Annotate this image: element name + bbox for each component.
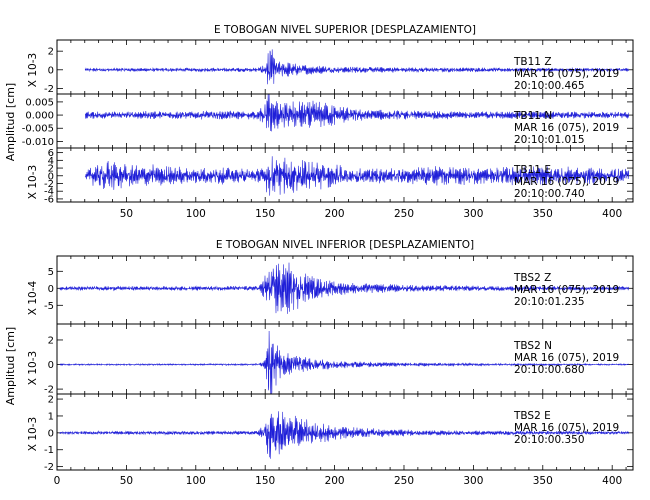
scale-label: X 10-3	[27, 351, 39, 385]
y-tick-label: 6	[48, 148, 54, 159]
x-tick-label: 150	[255, 208, 275, 220]
scale-label: X 10-3	[27, 165, 39, 199]
y-tick-label: 2	[48, 47, 54, 58]
x-tick-label: 50	[120, 208, 133, 220]
x-tick-label: 300	[463, 475, 483, 487]
y-tick-label: 0	[48, 360, 54, 371]
waveform-tb11-n	[85, 94, 630, 132]
chart-title: E TOBOGAN NIVEL INFERIOR [DESPLAZAMIENTO…	[216, 239, 474, 251]
y-tick-label: -2	[44, 179, 54, 190]
station-component-label: TBS2 Z	[513, 272, 551, 284]
x-tick-label: 400	[602, 475, 622, 487]
x-tick-label: 400	[602, 208, 622, 220]
y-tick-label: 2	[48, 335, 54, 346]
station-component-label: TBS2 E	[513, 410, 551, 422]
y-axis-label: Amplitud [cm]	[4, 327, 17, 405]
x-tick-label: 250	[394, 475, 414, 487]
y-tick-label: 5	[48, 267, 54, 278]
x-tick-label: 250	[394, 208, 414, 220]
y-tick-label: -5	[44, 301, 54, 312]
y-tick-label: 2	[48, 395, 54, 406]
date-label: MAR 16 (075), 2019	[514, 176, 619, 188]
x-tick-label: 200	[325, 475, 345, 487]
y-tick-label: -2	[44, 462, 54, 473]
y-tick-label: 1	[48, 411, 54, 422]
time-label: 20:10:00.740	[514, 188, 585, 200]
y-tick-label: 0.000	[25, 111, 54, 122]
y-tick-label: 0.005	[25, 97, 54, 108]
station-component-label: TB11 N	[513, 110, 552, 122]
date-label: MAR 16 (075), 2019	[514, 352, 619, 364]
station-component-label: TB11 E	[513, 164, 551, 176]
y-tick-label: -0.010	[22, 137, 54, 148]
x-tick-label: 350	[533, 475, 553, 487]
date-label: MAR 16 (075), 2019	[514, 422, 619, 434]
chart-0: E TOBOGAN NIVEL SUPERIOR [DESPLAZAMIENTO…	[4, 24, 634, 220]
x-tick-label: 100	[186, 475, 206, 487]
y-tick-label: -4	[44, 187, 54, 198]
waveform-tbs2-e	[59, 411, 630, 459]
x-tick-label: 100	[186, 208, 206, 220]
time-label: 20:10:01.015	[514, 134, 585, 146]
time-label: 20:10:01.235	[514, 296, 585, 308]
chart-title: E TOBOGAN NIVEL SUPERIOR [DESPLAZAMIENTO…	[214, 24, 476, 36]
time-label: 20:10:00.680	[514, 364, 585, 376]
x-tick-label: 200	[325, 208, 345, 220]
waveform-tb11-e	[84, 156, 630, 196]
y-tick-label: 2	[48, 164, 54, 175]
y-tick-label: 0	[48, 171, 54, 182]
y-tick-label: -0.005	[22, 124, 54, 135]
date-label: MAR 16 (075), 2019	[514, 68, 619, 80]
y-tick-label: -1	[44, 445, 54, 456]
time-label: 20:10:00.465	[514, 80, 585, 92]
panel-frame	[56, 147, 634, 203]
waveform-tbs2-z	[59, 262, 629, 314]
y-tick-label: 0	[48, 65, 54, 76]
x-tick-label: 0	[54, 475, 61, 487]
scale-label: X 10-4	[27, 281, 39, 316]
waveform-tbs2-n	[59, 330, 629, 394]
x-tick-label: 50	[120, 475, 133, 487]
y-axis-label: Amplitud [cm]	[4, 83, 17, 161]
date-label: MAR 16 (075), 2019	[514, 122, 619, 134]
x-tick-label: 150	[255, 475, 275, 487]
y-tick-label: -6	[44, 194, 54, 205]
y-tick-label: 0	[48, 428, 54, 439]
x-tick-label: 300	[463, 208, 483, 220]
chart-1: E TOBOGAN NIVEL INFERIOR [DESPLAZAMIENTO…	[4, 239, 634, 487]
date-label: MAR 16 (075), 2019	[514, 284, 619, 296]
y-tick-label: -2	[44, 385, 54, 396]
time-label: 20:10:00.350	[514, 434, 585, 446]
scale-label: X 10-3	[27, 417, 39, 451]
y-tick-label: 4	[48, 156, 54, 167]
y-tick-label: 0	[48, 284, 54, 295]
waveform-tb11-z	[84, 49, 630, 85]
x-tick-label: 350	[533, 208, 553, 220]
scale-label: X 10-3	[27, 53, 39, 87]
station-component-label: TB11 Z	[513, 56, 552, 68]
panel-frame	[56, 393, 634, 471]
station-component-label: TBS2 N	[513, 340, 552, 352]
y-tick-label: -2	[44, 84, 54, 95]
